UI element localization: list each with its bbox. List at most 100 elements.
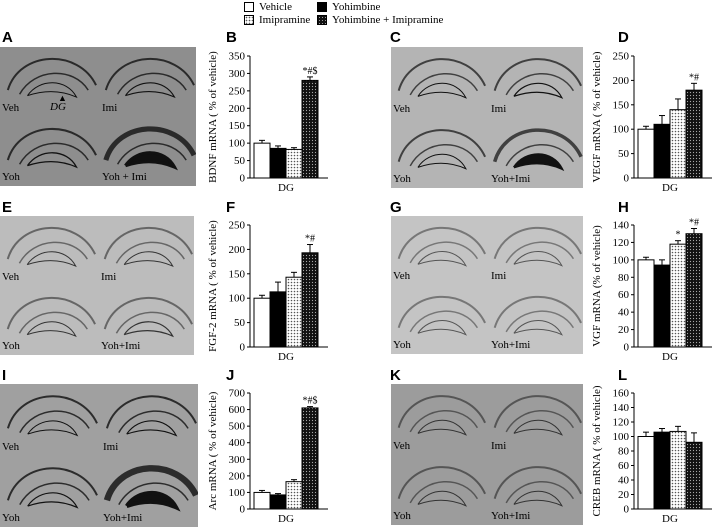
x-axis-label: DG — [278, 182, 294, 194]
y-tick-label: 0 — [624, 504, 630, 516]
bar — [285, 276, 303, 348]
treatment-label: Veh — [393, 270, 411, 282]
bar — [685, 89, 703, 179]
y-tick-label: 80 — [618, 272, 630, 284]
yoh-imi-swatch — [317, 15, 327, 25]
y-axis-label: FGF-2 mRNA ( % of vehicle) — [207, 220, 219, 352]
legend-imipramine: Imipramine — [259, 14, 311, 26]
treatment-label: Yoh+Imi — [491, 173, 531, 185]
bar — [685, 233, 703, 348]
section-quadrant: Veh — [0, 384, 99, 456]
y-tick-label: 200 — [229, 470, 246, 482]
y-tick-label: 20 — [618, 489, 630, 501]
section-quadrant: Yoh — [0, 116, 98, 186]
y-axis-label: VGF mRNA (% of vehicle) — [591, 225, 603, 347]
y-axis-label: VEGF mRNA ( % of vehicle) — [591, 51, 603, 182]
y-tick-label: 300 — [229, 68, 246, 80]
y-tick-label: 700 — [229, 388, 246, 400]
panel-letter-f: F — [226, 199, 236, 216]
y-tick-label: 100 — [229, 487, 246, 499]
panel-letter-i: I — [2, 367, 7, 384]
treatment-label: Yoh + Imi — [102, 171, 147, 183]
section-quadrant: Imi — [487, 47, 583, 118]
bar — [253, 297, 271, 348]
yohimbine-swatch — [317, 2, 327, 12]
section-quadrant: Imi — [99, 384, 198, 456]
section-quadrant: Yoh — [391, 117, 487, 188]
treatment-label: Imi — [491, 270, 507, 282]
panel-letter-e: E — [2, 199, 13, 216]
y-tick-label: 40 — [618, 307, 630, 319]
treatment-label: Veh — [393, 102, 411, 115]
panel-letter-a: A — [2, 29, 13, 46]
bar — [285, 481, 303, 510]
bar — [685, 441, 703, 510]
treatment-label: Yoh — [393, 510, 411, 522]
y-tick-label: 100 — [229, 293, 246, 305]
y-tick-label: 100 — [613, 431, 630, 443]
bar — [653, 431, 671, 510]
y-tick-label: 60 — [618, 289, 630, 301]
bar — [653, 264, 671, 348]
y-tick-label: 0 — [624, 173, 630, 185]
x-axis-label: DG — [278, 513, 294, 525]
legend-yoh-imi: Yohimbine + Imipramine — [332, 14, 444, 26]
chart-arc: Arc mRNA ( % of vehicle) 0 100 200 300 400 500… — [207, 388, 328, 525]
bar — [669, 243, 687, 348]
y-tick-label: 150 — [613, 99, 630, 111]
section-quadrant: Imi — [97, 216, 194, 286]
y-tick-label: 0 — [624, 342, 630, 354]
section-quadrant: Yoh — [391, 285, 487, 354]
bar — [253, 491, 271, 510]
treatment-label: Yoh — [2, 171, 20, 183]
treatment-label: Veh — [2, 270, 20, 283]
dg-annotation: DG — [50, 101, 66, 113]
treatment-label: Yoh+Imi — [491, 510, 531, 522]
significance-label: *# — [689, 217, 699, 228]
image-panel-i: Veh Imi Yoh Yoh+Imi — [0, 384, 198, 527]
y-tick-label: 250 — [229, 220, 246, 232]
significance-label: *#$ — [303, 66, 318, 77]
x-axis-label: DG — [278, 351, 294, 363]
chart-bdnf: BDNF mRNA ( % of vehicle) 0 50 100 150 200 250… — [207, 51, 328, 194]
section-quadrant: Veh — [0, 47, 98, 117]
y-tick-label: 50 — [618, 148, 630, 160]
treatment-label: Yoh+Imi — [101, 340, 141, 352]
x-axis-label: DG — [662, 182, 678, 194]
panel-letter-b: B — [226, 29, 237, 46]
vehicle-swatch — [244, 2, 254, 12]
image-panel-a: Veh Imi Yoh Yoh + Imi DG ▲ — [0, 47, 196, 186]
bar — [637, 259, 655, 348]
bar — [669, 109, 687, 179]
x-axis-label: DG — [662, 351, 678, 363]
image-panel-k: Veh Imi Yoh Yoh+Imi — [391, 384, 583, 525]
y-tick-label: 60 — [618, 460, 630, 472]
y-tick-label: 140 — [613, 220, 630, 232]
bar — [301, 407, 319, 510]
image-panel-c: Veh Imi Yoh Yoh+Imi — [391, 47, 583, 188]
y-tick-label: 100 — [613, 254, 630, 266]
significance-label: *#$ — [303, 396, 318, 407]
y-tick-label: 50 — [234, 317, 246, 329]
significance-label: * — [676, 230, 681, 241]
section-quadrant: Yoh+Imi — [99, 455, 198, 527]
section-quadrant: Yoh — [0, 455, 99, 527]
chart-vegf: VEGF mRNA ( % of vehicle) 0 50 100 150 200 250… — [591, 51, 712, 194]
bar — [269, 147, 287, 179]
y-axis-label: BDNF mRNA ( % of vehicle) — [207, 51, 219, 183]
section-quadrant: Veh — [391, 47, 487, 118]
bar — [285, 148, 303, 179]
bar — [301, 79, 319, 179]
y-tick-label: 200 — [229, 244, 246, 256]
panel-letter-c: C — [390, 29, 401, 46]
bar — [637, 436, 655, 510]
y-tick-label: 120 — [613, 237, 630, 249]
chart-fgf2: FGF-2 mRNA ( % of vehicle) 0 50 100 150 200 25… — [207, 220, 328, 363]
chart-vgf: VGF mRNA (% of vehicle) 0 20 40 60 80 100 120 14… — [591, 217, 712, 363]
y-tick-label: 150 — [229, 120, 246, 132]
legend-yohimbine: Yohimbine — [332, 1, 381, 13]
treatment-label: Yoh — [2, 512, 20, 524]
treatment-label: Veh — [2, 440, 20, 453]
y-axis-label: CREB mRNA ( % of vehicle) — [591, 385, 603, 516]
treatment-label: Imi — [101, 270, 117, 283]
